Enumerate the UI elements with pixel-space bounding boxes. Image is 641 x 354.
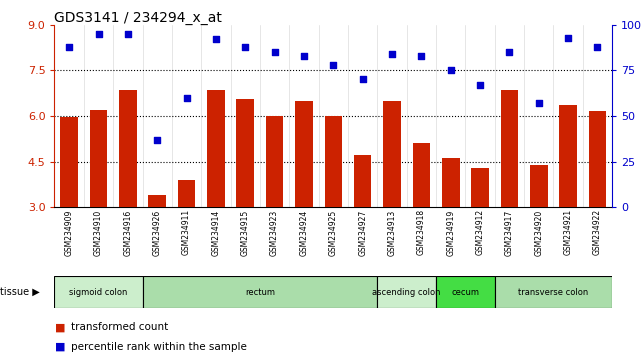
Text: tissue ▶: tissue ▶ xyxy=(0,287,40,297)
Text: GSM234927: GSM234927 xyxy=(358,209,367,256)
Text: transformed count: transformed count xyxy=(71,322,168,332)
Bar xyxy=(149,195,166,207)
Point xyxy=(181,95,192,101)
Bar xyxy=(54,276,142,308)
Point xyxy=(94,31,104,37)
Text: ■: ■ xyxy=(54,342,65,352)
Text: ascending colon: ascending colon xyxy=(372,287,441,297)
Bar xyxy=(495,276,612,308)
Bar xyxy=(60,118,78,207)
Text: GSM234909: GSM234909 xyxy=(65,209,74,256)
Bar xyxy=(354,155,372,207)
Point xyxy=(475,82,485,88)
Bar xyxy=(90,110,107,207)
Point xyxy=(299,53,309,59)
Point xyxy=(387,51,397,57)
Point xyxy=(563,35,573,40)
Text: GSM234925: GSM234925 xyxy=(329,209,338,256)
Bar xyxy=(588,112,606,207)
Point xyxy=(211,36,221,42)
Bar xyxy=(237,99,254,207)
Text: GDS3141 / 234294_x_at: GDS3141 / 234294_x_at xyxy=(54,11,222,25)
Point xyxy=(240,44,251,50)
Point xyxy=(269,49,279,55)
Text: rectum: rectum xyxy=(245,287,275,297)
Text: GSM234915: GSM234915 xyxy=(241,209,250,256)
Text: GSM234924: GSM234924 xyxy=(299,209,308,256)
Point xyxy=(534,100,544,106)
Bar xyxy=(178,180,196,207)
Bar xyxy=(560,105,577,207)
Text: GSM234921: GSM234921 xyxy=(563,209,572,255)
Point xyxy=(592,44,603,50)
Bar xyxy=(378,276,436,308)
Text: GSM234910: GSM234910 xyxy=(94,209,103,256)
Bar xyxy=(436,276,495,308)
Point xyxy=(416,53,426,59)
Bar xyxy=(471,167,489,207)
Text: GSM234926: GSM234926 xyxy=(153,209,162,256)
Text: transverse colon: transverse colon xyxy=(519,287,588,297)
Text: ■: ■ xyxy=(54,322,65,332)
Point xyxy=(122,31,133,37)
Point xyxy=(64,44,74,50)
Text: GSM234912: GSM234912 xyxy=(476,209,485,255)
Text: GSM234923: GSM234923 xyxy=(270,209,279,256)
Bar xyxy=(119,90,137,207)
Text: GSM234918: GSM234918 xyxy=(417,209,426,255)
Point xyxy=(152,137,162,142)
Text: GSM234922: GSM234922 xyxy=(593,209,602,255)
Point xyxy=(504,49,515,55)
Bar xyxy=(295,101,313,207)
Text: GSM234913: GSM234913 xyxy=(388,209,397,256)
Text: GSM234919: GSM234919 xyxy=(446,209,455,256)
Point xyxy=(445,68,456,73)
Bar xyxy=(266,116,283,207)
Point xyxy=(328,62,338,68)
Bar xyxy=(383,101,401,207)
Point xyxy=(358,76,368,82)
Bar xyxy=(413,143,430,207)
Text: GSM234917: GSM234917 xyxy=(505,209,514,256)
Text: sigmoid colon: sigmoid colon xyxy=(69,287,128,297)
Text: GSM234916: GSM234916 xyxy=(123,209,132,256)
Bar xyxy=(324,116,342,207)
Text: GSM234920: GSM234920 xyxy=(535,209,544,256)
Text: cecum: cecum xyxy=(451,287,479,297)
Text: GSM234914: GSM234914 xyxy=(212,209,221,256)
Text: GSM234911: GSM234911 xyxy=(182,209,191,255)
Bar xyxy=(207,90,225,207)
Bar xyxy=(501,90,518,207)
Bar xyxy=(442,159,460,207)
Bar xyxy=(530,165,547,207)
Bar xyxy=(142,276,378,308)
Text: percentile rank within the sample: percentile rank within the sample xyxy=(71,342,246,352)
